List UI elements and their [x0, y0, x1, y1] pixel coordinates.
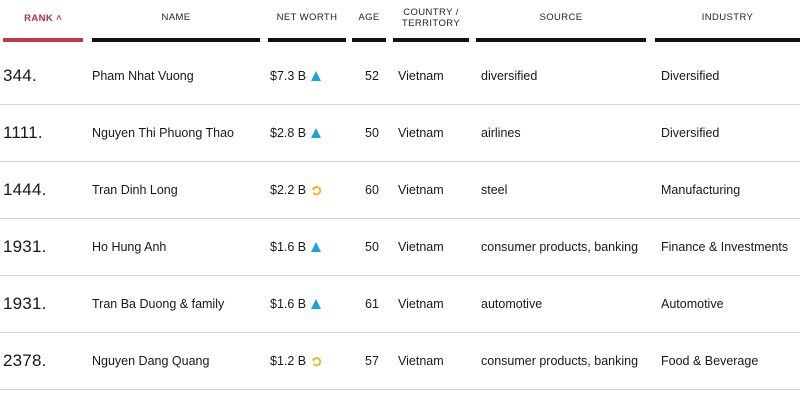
age-cell: 52 [365, 69, 379, 83]
age-cell: 61 [365, 297, 379, 311]
net-worth-cell: $1.6 B [270, 276, 348, 332]
net-worth-value: $7.3 B [270, 69, 307, 83]
column-header-country[interactable]: COUNTRY / TERRITORY [393, 0, 469, 42]
net-worth-cell: $1.6 B [270, 219, 348, 275]
column-header-industry-label: INDUSTRY [701, 12, 754, 23]
column-header-source[interactable]: SOURCE [476, 0, 646, 42]
name-cell[interactable]: Nguyen Thi Phuong Thao [92, 126, 235, 140]
country-cell: Vietnam [398, 297, 444, 311]
net-worth-value: $1.2 B [270, 354, 307, 368]
table-row[interactable]: 1111. Nguyen Thi Phuong Thao $2.8 B 50 V… [0, 105, 800, 162]
source-cell: diversified [481, 69, 538, 83]
rank-cell: 1444. [3, 180, 47, 199]
net-worth-value: $1.6 B [270, 240, 307, 254]
column-header-age-label: AGE [358, 12, 380, 23]
age-cell: 50 [365, 240, 379, 254]
net-worth-cell: $2.2 B [270, 162, 348, 218]
up-triangle-icon [311, 128, 322, 138]
rank-cell: 1111. [3, 123, 43, 142]
source-cell: consumer products, banking [481, 354, 639, 368]
country-cell: Vietnam [398, 183, 444, 197]
country-cell: Vietnam [398, 354, 444, 368]
sort-ascending-icon[interactable]: ˄ [56, 13, 62, 23]
country-cell: Vietnam [398, 240, 444, 254]
table-header: RANK ˄ NAME NET WORTH AGE COUNTRY / TERR… [0, 0, 800, 42]
net-worth-cell: $7.3 B [270, 48, 348, 104]
name-cell[interactable]: Nguyen Dang Quang [92, 354, 210, 368]
column-header-country-label: COUNTRY / TERRITORY [401, 7, 461, 29]
column-underline [92, 38, 260, 42]
source-cell: steel [481, 183, 508, 197]
industry-cell: Food & Beverage [661, 354, 759, 368]
column-header-rank[interactable]: RANK ˄ [3, 0, 83, 42]
source-cell: automotive [481, 297, 543, 311]
unchanged-icon [312, 185, 322, 195]
age-cell: 50 [365, 126, 379, 140]
column-underline [393, 38, 469, 42]
table-row[interactable]: 1931. Tran Ba Duong & family $1.6 B 61 V… [0, 276, 800, 333]
name-cell[interactable]: Pham Nhat Vuong [92, 69, 194, 83]
name-cell[interactable]: Tran Dinh Long [92, 183, 178, 197]
column-underline [3, 38, 83, 42]
up-triangle-icon [311, 242, 322, 252]
column-header-net-worth-label: NET WORTH [276, 12, 338, 23]
net-worth-cell: $2.8 B [270, 105, 348, 161]
column-header-name-label: NAME [161, 12, 191, 23]
column-header-net-worth[interactable]: NET WORTH [268, 0, 346, 42]
net-worth-value: $1.6 B [270, 297, 307, 311]
column-underline [655, 38, 800, 42]
column-underline [476, 38, 646, 42]
industry-cell: Manufacturing [661, 183, 741, 197]
industry-cell: Diversified [661, 126, 720, 140]
rank-cell: 344. [3, 66, 37, 85]
industry-cell: Automotive [661, 297, 724, 311]
rank-cell: 1931. [3, 294, 47, 313]
column-underline [352, 38, 386, 42]
name-cell[interactable]: Tran Ba Duong & family [92, 297, 225, 311]
country-cell: Vietnam [398, 69, 444, 83]
source-cell: consumer products, banking [481, 240, 639, 254]
column-header-industry[interactable]: INDUSTRY [655, 0, 800, 42]
net-worth-cell: $1.2 B [270, 333, 348, 389]
industry-cell: Finance & Investments [661, 240, 789, 254]
column-header-name[interactable]: NAME [92, 0, 260, 42]
rank-cell: 2378. [3, 351, 47, 370]
age-cell: 57 [365, 354, 379, 368]
age-cell: 60 [365, 183, 379, 197]
up-triangle-icon [311, 299, 322, 309]
name-cell[interactable]: Ho Hung Anh [92, 240, 167, 254]
net-worth-value: $2.2 B [270, 183, 307, 197]
table-row[interactable]: 2378. Nguyen Dang Quang $1.2 B 57 Vietna… [0, 333, 800, 390]
table-row[interactable]: 344. Pham Nhat Vuong $7.3 B 52 Vietnam d… [0, 48, 800, 105]
country-cell: Vietnam [398, 126, 444, 140]
column-underline [268, 38, 346, 42]
rank-cell: 1931. [3, 237, 47, 256]
unchanged-icon [312, 356, 322, 366]
table-row[interactable]: 1931. Ho Hung Anh $1.6 B 50 Vietnam cons… [0, 219, 800, 276]
column-header-rank-label: RANK [24, 13, 54, 24]
source-cell: airlines [481, 126, 521, 140]
industry-cell: Diversified [661, 69, 720, 83]
table-row[interactable]: 1444. Tran Dinh Long $2.2 B 60 Vietnam s… [0, 162, 800, 219]
column-header-age[interactable]: AGE [352, 0, 386, 42]
net-worth-value: $2.8 B [270, 126, 307, 140]
up-triangle-icon [311, 71, 322, 81]
column-header-source-label: SOURCE [539, 12, 583, 23]
